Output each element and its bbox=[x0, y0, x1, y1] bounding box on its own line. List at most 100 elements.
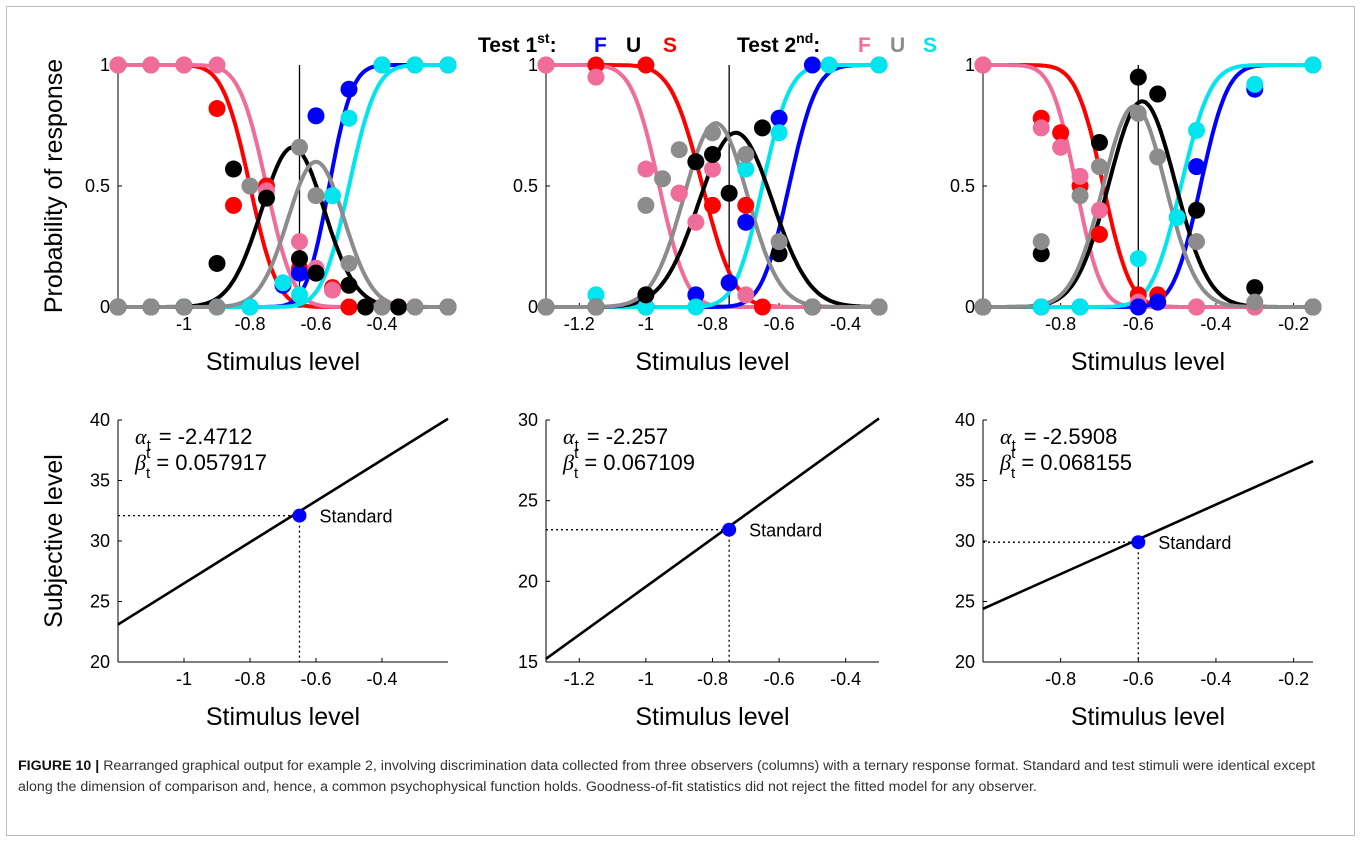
x-tick-label: -0.6 bbox=[1123, 314, 1154, 334]
y-tick-label: 20 bbox=[90, 652, 110, 672]
fit-curve bbox=[118, 63, 448, 309]
data-point bbox=[737, 213, 755, 231]
x-tick-label: -0.6 bbox=[300, 669, 331, 689]
standard-point bbox=[1131, 535, 1146, 550]
data-point bbox=[1071, 298, 1089, 316]
data-point bbox=[737, 160, 755, 178]
x-tick-label: -0.4 bbox=[1200, 314, 1231, 334]
x-tick-label: -0.2 bbox=[1278, 669, 1309, 689]
data-point bbox=[587, 286, 605, 304]
x-tick-label: -0.8 bbox=[697, 314, 728, 334]
data-point bbox=[340, 298, 358, 316]
data-point bbox=[439, 56, 457, 74]
x-tick-label: -0.8 bbox=[234, 669, 265, 689]
data-point bbox=[1129, 68, 1147, 86]
data-point bbox=[225, 196, 242, 214]
data-point bbox=[537, 56, 555, 74]
data-point bbox=[770, 233, 788, 251]
x-axis-label: Stimulus level bbox=[1071, 703, 1225, 731]
data-point bbox=[208, 100, 226, 118]
data-point bbox=[637, 160, 655, 178]
panel-bottom-3: -0.8 -0.6 -0.4 -0.2 20 25 30 35 40 Stimulus level… bbox=[955, 410, 1314, 731]
data-point bbox=[720, 184, 738, 202]
fit-curve bbox=[983, 63, 1313, 309]
legend-test1-label: Test 1st: bbox=[478, 30, 557, 57]
data-point bbox=[1188, 121, 1206, 139]
data-point bbox=[208, 56, 226, 74]
legend-test2-F: F bbox=[858, 34, 871, 57]
data-point bbox=[225, 160, 242, 178]
x-tick-label: -1 bbox=[176, 314, 192, 334]
beta-annotation: βtt = 0.057917 bbox=[134, 445, 267, 482]
legend-test1-U: U bbox=[626, 34, 641, 57]
data-point bbox=[1071, 187, 1089, 205]
data-point bbox=[291, 233, 308, 251]
y-tick-label: 15 bbox=[518, 652, 538, 672]
x-tick-label: -1.2 bbox=[564, 314, 595, 334]
data-point bbox=[340, 109, 358, 127]
data-point bbox=[687, 153, 705, 171]
x-tick-label: -0.8 bbox=[1045, 669, 1076, 689]
x-tick-label: -1 bbox=[176, 669, 192, 689]
data-point bbox=[1188, 201, 1206, 219]
data-point bbox=[637, 56, 655, 74]
data-point bbox=[307, 264, 325, 282]
data-point bbox=[1188, 158, 1206, 176]
y-tick-label: 25 bbox=[955, 592, 975, 612]
data-point bbox=[1149, 293, 1167, 311]
data-point bbox=[357, 298, 374, 316]
y-tick-label: 40 bbox=[90, 410, 110, 430]
data-point bbox=[1304, 56, 1322, 74]
data-point bbox=[1246, 293, 1264, 311]
data-point bbox=[373, 298, 391, 316]
data-point bbox=[537, 298, 555, 316]
data-point bbox=[670, 141, 688, 159]
y-tick-label: 20 bbox=[955, 652, 975, 672]
data-point bbox=[1188, 298, 1206, 316]
x-tick-label: -0.6 bbox=[764, 314, 795, 334]
fit-curve bbox=[983, 63, 1313, 309]
beta-annotation: βtt = 0.067109 bbox=[562, 445, 695, 482]
data-point bbox=[241, 177, 259, 195]
standard-point bbox=[292, 508, 307, 523]
data-point bbox=[770, 245, 788, 263]
y-tick-label: 0.5 bbox=[513, 176, 538, 196]
data-point bbox=[637, 286, 655, 304]
x-axis-label: Stimulus level bbox=[1071, 348, 1225, 376]
x-tick-label: -0.6 bbox=[300, 314, 331, 334]
figure-canvas: Test 1st: F U S Test 2nd: F U S -1 -0.8 -0… bbox=[40, 30, 1322, 731]
legend-test2-U: U bbox=[890, 34, 905, 57]
data-point bbox=[307, 107, 325, 125]
panel-top-3: -0.8 -0.6 -0.4 -0.2 0 0.5 1 Stimulus level bbox=[950, 55, 1322, 376]
x-tick-label: -0.4 bbox=[830, 669, 861, 689]
transfer-line bbox=[117, 417, 449, 626]
data-point bbox=[307, 187, 325, 205]
x-tick-label: -0.6 bbox=[764, 669, 795, 689]
data-point bbox=[1246, 279, 1264, 297]
fit-curve bbox=[983, 99, 1313, 309]
x-tick-label: -1.2 bbox=[564, 669, 595, 689]
figure-label: FIGURE 10 | bbox=[18, 758, 100, 774]
data-point bbox=[109, 56, 127, 74]
data-point bbox=[1090, 201, 1108, 219]
data-point bbox=[1304, 298, 1322, 316]
y-tick-label: 25 bbox=[518, 491, 538, 511]
fit-curve bbox=[118, 63, 448, 309]
x-tick-label: -0.4 bbox=[366, 669, 397, 689]
alpha-annotation: αt = -2.4712 bbox=[135, 424, 252, 454]
data-point bbox=[390, 298, 407, 316]
data-point bbox=[1129, 104, 1147, 122]
fit-curve bbox=[546, 63, 879, 309]
x-axis-label: Stimulus level bbox=[206, 348, 360, 376]
data-point bbox=[258, 189, 275, 207]
data-point bbox=[704, 196, 721, 214]
data-point bbox=[291, 286, 308, 304]
fit-curve bbox=[546, 63, 879, 309]
data-point bbox=[704, 160, 721, 178]
y-tick-label: 30 bbox=[90, 531, 110, 551]
x-axis-label: Stimulus level bbox=[635, 348, 789, 376]
alpha-annotation: αt = -2.5908 bbox=[1000, 424, 1117, 454]
data-point bbox=[1090, 225, 1108, 243]
data-point bbox=[1032, 233, 1050, 251]
data-point bbox=[770, 124, 788, 142]
